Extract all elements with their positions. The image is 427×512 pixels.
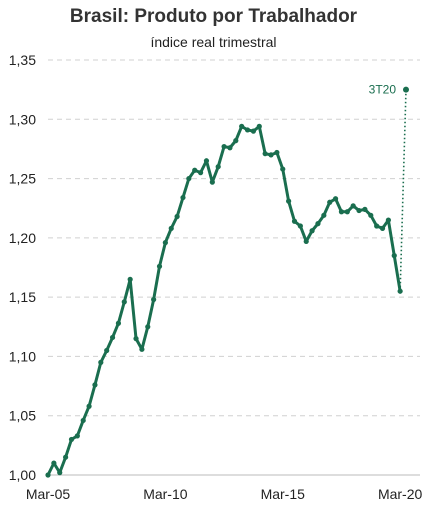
x-tick-label: Mar-10 [143,486,188,502]
data-point [74,433,80,439]
data-point [80,417,86,424]
y-tick-label: 1,35 [9,52,36,68]
y-tick-label: 1,00 [9,467,36,483]
data-point [321,212,327,218]
data-point [356,207,362,214]
chart-title: Brasil: Produto por Trabalhador [69,6,358,27]
data-point [286,198,292,204]
data-point [391,253,397,259]
data-point [192,167,198,173]
data-point [256,123,262,129]
data-point [397,288,403,294]
data-point [374,223,380,229]
data-point [309,228,315,234]
projection-point [403,86,409,93]
data-point [186,175,192,182]
data-point [332,196,339,202]
data-point [239,123,245,129]
data-point [250,128,257,134]
y-tick-label: 1,20 [9,230,36,246]
data-point [109,334,116,341]
data-point [174,213,180,220]
data-point [350,203,356,209]
x-tick-label: Mar-20 [378,486,423,502]
data-point [221,143,227,150]
data-point [121,299,127,305]
data-point [145,324,151,330]
y-tick-label: 1,15 [9,289,36,305]
data-point [98,359,104,365]
data-point [327,199,333,205]
data-point [151,296,157,303]
data-point [203,158,210,164]
x-tick-label: Mar-05 [26,486,71,502]
data-point [115,320,122,326]
data-point [362,206,368,212]
data-point [86,403,92,409]
data-point [262,151,268,157]
data-point [133,336,139,342]
data-point [139,346,145,352]
y-tick-label: 1,25 [9,171,36,187]
data-point [297,223,303,229]
data-point [104,347,110,354]
data-point [291,218,298,224]
data-point [227,145,233,151]
data-point [303,238,309,245]
data-point [63,454,69,460]
data-point [168,225,174,231]
data-point [180,194,186,201]
data-point [315,221,321,227]
data-point [57,470,63,476]
chart-subtitle: índice real trimestral [150,34,277,50]
data-point [92,382,98,388]
data-point [197,170,204,176]
data-point [344,209,350,215]
y-tick-label: 1,10 [9,348,36,364]
data-point [244,127,251,133]
data-point [209,179,215,185]
data-point [215,164,221,170]
data-point [268,152,274,158]
data-point [156,263,163,269]
data-point [68,436,75,443]
projection-label: 3T20 [369,83,397,97]
y-tick-label: 1,05 [9,408,36,424]
data-point [368,212,374,218]
data-point [274,149,280,156]
data-point [233,138,239,144]
projection-line [399,89,407,292]
data-point [385,217,391,223]
data-point [162,240,168,246]
data-point [379,225,386,231]
data-point [51,460,57,466]
data-point [45,472,51,478]
data-point [338,209,345,215]
data-point [127,276,133,282]
data-point [280,166,286,172]
x-tick-label: Mar-15 [261,486,306,502]
y-tick-label: 1,30 [9,111,36,127]
